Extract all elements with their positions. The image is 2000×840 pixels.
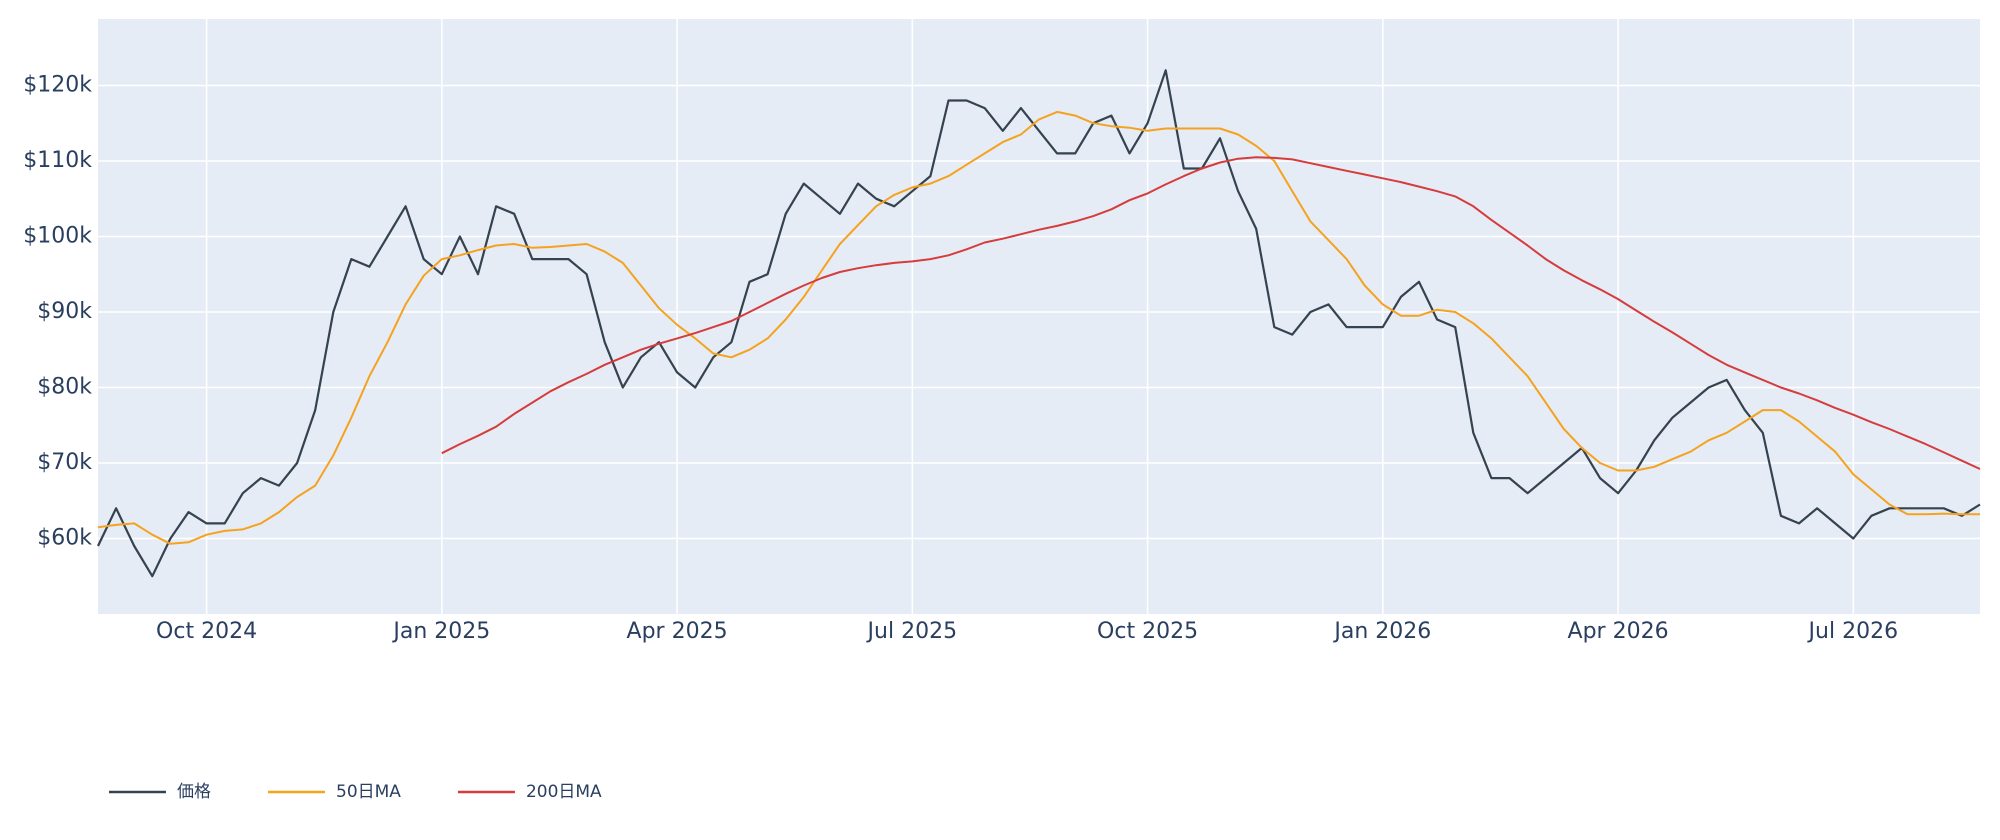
x-tick-label: Jul 2025 (866, 619, 958, 644)
series-line (441, 156, 1981, 470)
y-tick-label: $70k (37, 450, 92, 475)
x-tick-label: Apr 2025 (627, 619, 728, 644)
x-tick-label: Jul 2026 (1807, 619, 1899, 644)
x-tick-label: Jan 2026 (1332, 619, 1431, 644)
legend-label: 200日MA (526, 782, 602, 802)
y-tick-label: $110k (23, 148, 92, 173)
y-tick-label: $120k (23, 72, 92, 97)
x-tick-label: Oct 2024 (156, 619, 257, 644)
legend-label: 50日MA (336, 782, 401, 802)
y-tick-label: $100k (23, 223, 92, 248)
series-line (97, 110, 1980, 545)
plot-background (98, 19, 1980, 614)
y-tick-label: $60k (37, 525, 92, 550)
x-tick-label: Apr 2026 (1568, 619, 1669, 644)
x-tick-label: Jan 2025 (391, 619, 490, 644)
x-tick-label: Oct 2025 (1097, 619, 1198, 644)
y-tick-label: $80k (37, 374, 92, 399)
series-line (97, 69, 1981, 578)
legend-label: 価格 (177, 782, 211, 802)
y-tick-label: $90k (37, 299, 92, 324)
